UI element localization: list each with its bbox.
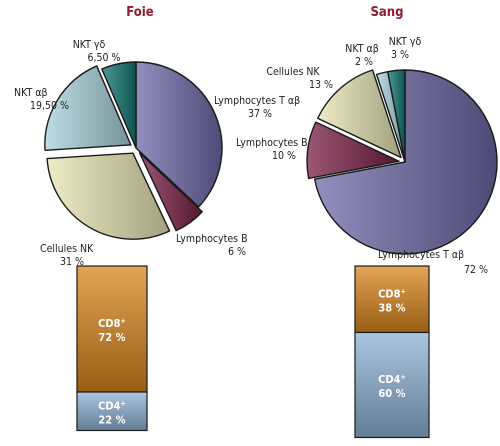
foie-slice-label: Lymphocytes B xyxy=(176,233,248,245)
bar-segment-value: 22 % xyxy=(98,413,125,426)
pie-slice xyxy=(387,69,406,163)
foie-pie xyxy=(44,61,223,240)
sang-slice-value: 72 % xyxy=(464,264,488,276)
sang-slice-label: Lymphocytes T αβ xyxy=(378,249,464,261)
sang-slice-value: 3 % xyxy=(391,49,409,61)
foie-slice-label: Cellules NK xyxy=(40,243,94,255)
bar-segment-label: CD8+ xyxy=(98,317,126,330)
sang-cd-bar: CD8+38 % CD4+60 % xyxy=(354,265,430,439)
foie-slice-label: NKT γδ xyxy=(73,39,106,51)
foie-slice-value: 31 % xyxy=(60,256,84,268)
bar-segment xyxy=(76,391,148,432)
foie-slice-value: 6 % xyxy=(228,246,246,258)
bar-segment-label: CD8+ xyxy=(378,287,406,300)
bar-segment-value: 38 % xyxy=(378,301,405,314)
bar-segment xyxy=(354,331,430,439)
foie-slice-label: Lymphocytes T αβ xyxy=(214,95,300,107)
pie-slice xyxy=(46,152,171,240)
foie-slice-value: 19,50 % xyxy=(30,100,69,112)
pie-slice xyxy=(313,69,498,255)
sang-slice-label: NKT αβ xyxy=(345,43,378,55)
pie-slice xyxy=(44,65,132,151)
pie-slice xyxy=(138,152,203,232)
sang-slice-value: 2 % xyxy=(355,56,373,68)
pie-slice xyxy=(101,61,137,149)
bar-segment xyxy=(354,265,430,334)
pie-slice xyxy=(306,121,400,180)
bar-segment-label: CD4+ xyxy=(98,399,126,412)
foie-cd-bar: CD8+72 % CD4+22 % xyxy=(76,265,148,432)
bar-segment-value: 72 % xyxy=(98,331,125,344)
sang-slice-label: Lymphocytes B xyxy=(236,137,308,149)
sang-slice-label: NKT γδ xyxy=(389,36,422,48)
sang-slice-value: 10 % xyxy=(272,150,296,162)
foie-slice-value: 6,50 % xyxy=(87,52,120,64)
foie-slice-label: NKT αβ xyxy=(14,87,47,99)
sang-slice-value: 13 % xyxy=(309,79,333,91)
sang-title: Sang xyxy=(370,5,403,20)
bar-segment xyxy=(76,265,148,393)
bar-segment-label: CD4+ xyxy=(378,373,406,386)
pie-slice xyxy=(135,61,223,208)
bar-segment-value: 60 % xyxy=(378,387,405,400)
sang-slice-label: Cellules NK xyxy=(266,66,320,78)
foie-slice-value: 37 % xyxy=(248,108,272,120)
sang-pie xyxy=(306,69,498,255)
foie-title: Foie xyxy=(126,5,154,20)
pie-slice xyxy=(317,69,402,159)
